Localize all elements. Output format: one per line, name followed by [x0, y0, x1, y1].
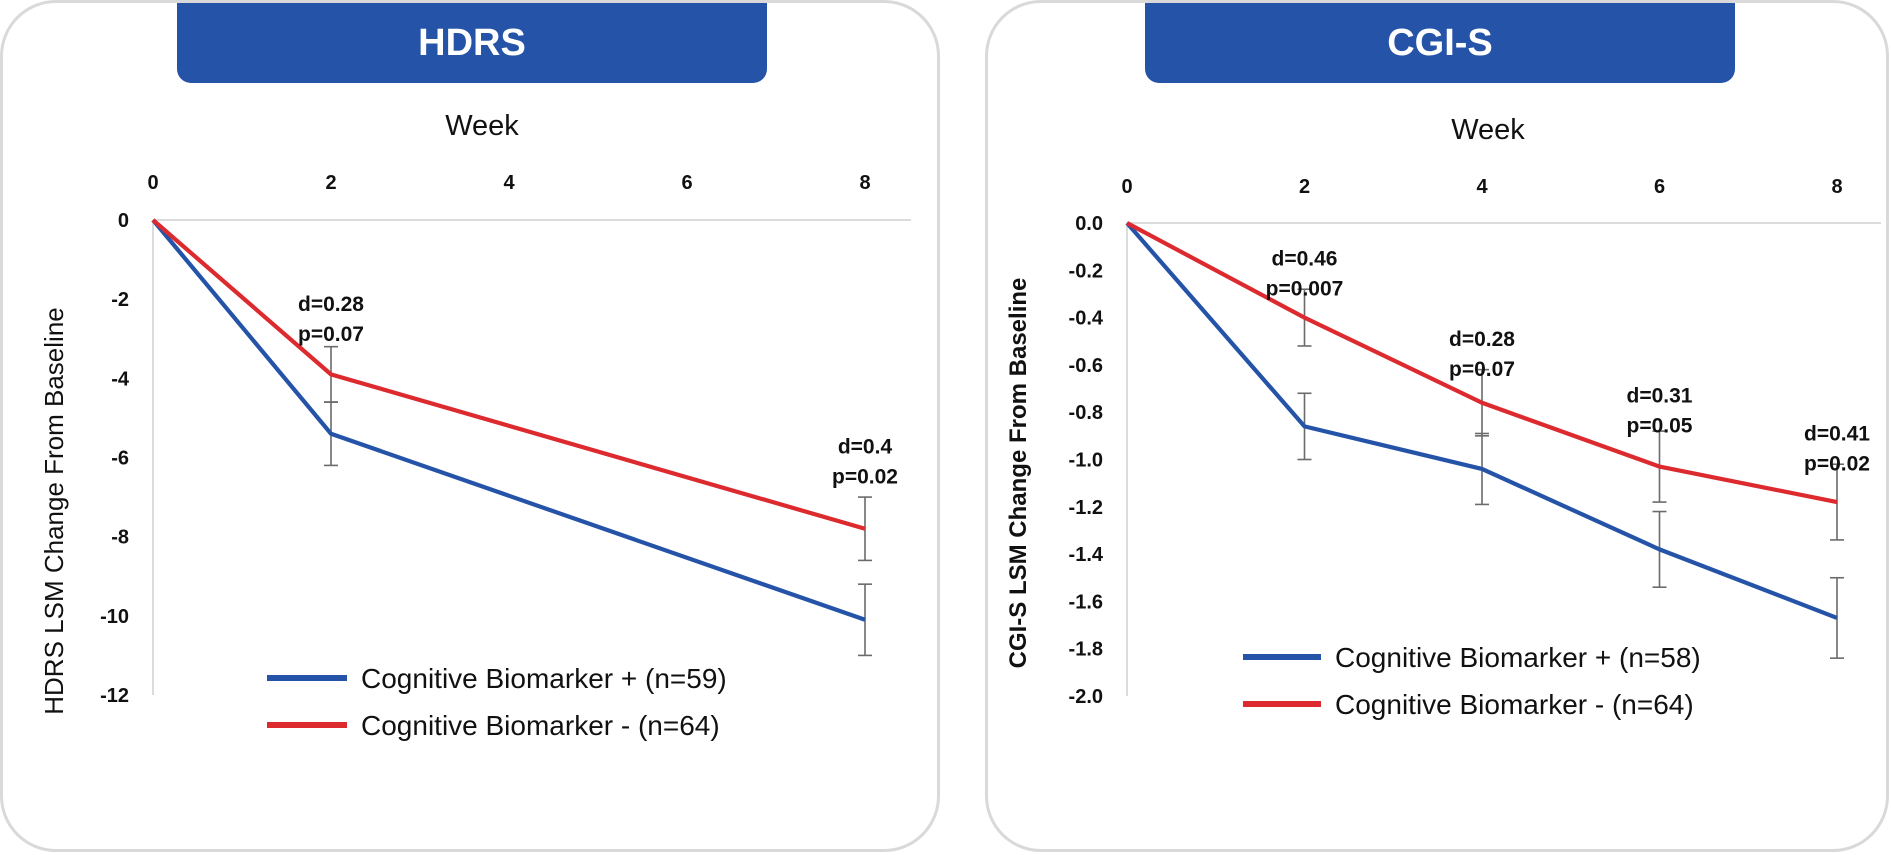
cgis-legend-label: Cognitive Biomarker + (n=58)	[1335, 642, 1701, 673]
hdrs-x-axis-title: Week	[445, 110, 519, 142]
cgis-annotation-label: d=0.41	[1804, 423, 1870, 446]
cgis-series-line-biomarker-positive	[1125, 221, 1838, 620]
cgis-y-tick-label: -1.6	[1069, 591, 1103, 613]
cgis-y-tick-label: 0.0	[1075, 213, 1103, 235]
cgis-y-tick-label: -0.8	[1069, 402, 1103, 424]
cgis-x-tick-label: 0	[1121, 176, 1132, 198]
cgis-y-tick-label: -0.4	[1069, 308, 1104, 330]
hdrs-chart: Week HDRS LSM Change From Baseline 0 2 4 6 8 0 -…	[39, 110, 911, 741]
hdrs-title-banner: HDRS	[177, 3, 767, 83]
cgis-x-tick-label: 4	[1476, 176, 1488, 198]
hdrs-series-line-biomarker-negative	[151, 218, 866, 531]
cgis-x-tick-label: 8	[1831, 176, 1842, 198]
cgis-y-tick-label: -0.2	[1069, 260, 1103, 282]
hdrs-x-tick-label: 6	[681, 172, 692, 194]
hdrs-annotation-label: d=0.4	[838, 436, 893, 459]
hdrs-y-tick-label: -10	[100, 606, 129, 628]
hdrs-annotation-label: p=0.02	[832, 466, 898, 489]
cgis-y-tick-label: -0.6	[1069, 355, 1103, 377]
hdrs-x-tick-label: 2	[325, 172, 336, 194]
cgis-legend-label: Cognitive Biomarker - (n=64)	[1335, 689, 1694, 720]
hdrs-x-tick-label: 4	[503, 172, 515, 194]
cgis-annotation-label: d=0.28	[1449, 328, 1515, 351]
hdrs-y-tick-label: -4	[111, 368, 130, 390]
cgis-y-tick-label: -1.8	[1069, 639, 1103, 661]
cgis-annotation-label: d=0.46	[1272, 248, 1338, 271]
cgis-annotation-label: p=0.02	[1804, 453, 1870, 476]
hdrs-x-tick-label: 0	[147, 172, 158, 194]
cgis-y-axis-title: CGI-S LSM Change From Baseline	[1005, 278, 1032, 669]
hdrs-legend-label: Cognitive Biomarker + (n=59)	[361, 663, 727, 694]
hdrs-y-tick-label: -2	[111, 289, 129, 311]
cgis-annotation-label: p=0.007	[1266, 278, 1344, 301]
cgis-chart: Week CGI-S LSM Change From Baseline 0 2 4 6 8 0…	[1005, 114, 1881, 720]
hdrs-annotation-label: p=0.07	[298, 323, 364, 346]
hdrs-y-axis-title: HDRS LSM Change From Baseline	[39, 307, 69, 715]
cgis-series-line-biomarker-negative	[1126, 221, 1838, 505]
cgis-annotation-label: d=0.31	[1627, 385, 1693, 408]
hdrs-legend-label: Cognitive Biomarker - (n=64)	[361, 710, 720, 741]
hdrs-title: HDRS	[418, 21, 526, 64]
cgis-y-tick-label: -1.2	[1069, 497, 1103, 519]
cgis-x-axis-title: Week	[1451, 114, 1525, 146]
cgis-title: CGI-S	[1387, 21, 1493, 64]
hdrs-x-tick-label: 8	[859, 172, 870, 194]
hdrs-series-line-biomarker-positive	[151, 218, 866, 622]
cgis-annotation-label: p=0.05	[1627, 415, 1693, 438]
hdrs-y-tick-label: 0	[118, 210, 129, 232]
cgis-title-banner: CGI-S	[1145, 3, 1735, 83]
cgis-panel: CGI-S Week CGI-S LSM Change From Baseline…	[985, 0, 1889, 852]
cgis-x-tick-label: 6	[1654, 176, 1665, 198]
hdrs-y-tick-label: -12	[100, 685, 129, 707]
cgis-annotation-label: p=0.07	[1449, 358, 1515, 381]
hdrs-y-tick-label: -8	[111, 527, 129, 549]
hdrs-annotation-label: d=0.28	[298, 293, 364, 316]
hdrs-y-tick-label: -6	[111, 448, 129, 470]
cgis-y-tick-label: -2.0	[1069, 686, 1103, 708]
cgis-x-tick-label: 2	[1299, 176, 1310, 198]
cgis-y-tick-label: -1.0	[1069, 450, 1103, 472]
cgis-y-tick-label: -1.4	[1069, 544, 1104, 566]
hdrs-panel: HDRS Week HDRS LSM Change From Baseline 0 2…	[0, 0, 940, 852]
